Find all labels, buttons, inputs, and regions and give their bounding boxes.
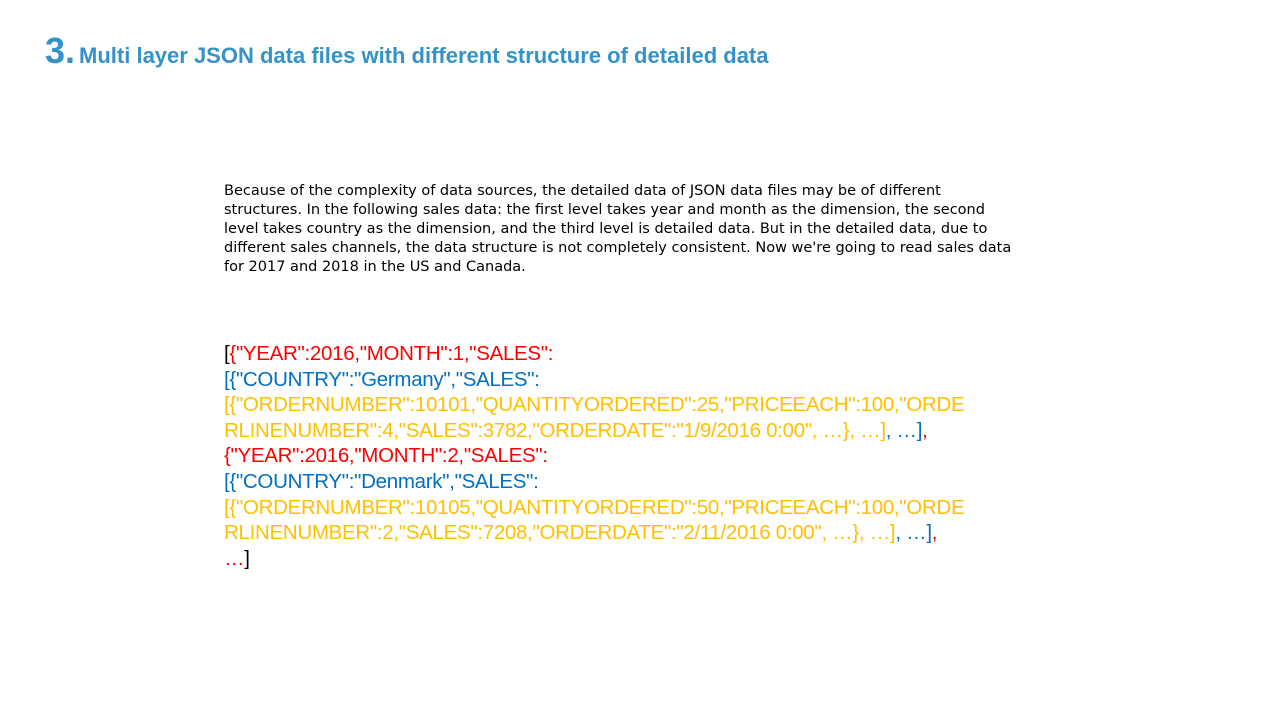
code-segment: [{"ORDERNUMBER":10101,"QUANTITYORDERED":… (224, 393, 965, 417)
code-line: [{"ORDERNUMBER":10105,"QUANTITYORDERED":… (224, 495, 965, 521)
code-segment: , …] (885, 418, 923, 442)
code-segment: [{"ORDERNUMBER":10105,"QUANTITYORDERED":… (224, 495, 965, 519)
code-segment: … (224, 546, 245, 570)
json-code-sample: [{"YEAR":2016,"MONTH":1,"SALES": [{"COUNT… (224, 341, 965, 572)
code-line: RLINENUMBER":4,"SALES":3782,"ORDERDATE":… (224, 418, 964, 444)
code-line: [{"ORDERNUMBER":10101,"QUANTITYORDERED":… (224, 392, 965, 418)
code-segment: {"YEAR":2016,"MONTH":2,"SALES": (224, 444, 548, 468)
code-segment: , (922, 418, 928, 442)
title-text: Multi layer JSON data files with differe… (79, 43, 769, 68)
code-segment: RLINENUMBER":4,"SALES":3782,"ORDERDATE":… (224, 418, 886, 442)
description-paragraph: Because of the complexity of data source… (224, 183, 1012, 275)
code-segment: , …] (895, 521, 932, 545)
code-line: RLINENUMBER":2,"SALES":7208,"ORDERDATE":… (224, 520, 964, 546)
code-segment: RLINENUMBER":2,"SALES":7208,"ORDERDATE":… (224, 521, 896, 545)
code-segment: [{"COUNTRY":"Germany","SALES": (224, 367, 540, 391)
code-line: …] (224, 546, 964, 572)
code-segment: ] (244, 546, 250, 570)
code-segment: [{"COUNTRY":"Denmark","SALES": (224, 469, 539, 493)
code-segment: {"YEAR":2016,"MONTH":1,"SALES": (229, 342, 554, 365)
slide-title: 3. Multi layer JSON data files with diffe… (45, 30, 769, 72)
code-line: {"YEAR":2016,"MONTH":2,"SALES": (224, 443, 964, 469)
code-segment: [ (224, 342, 230, 365)
code-segment: , (931, 521, 938, 545)
code-line: [{"COUNTRY":"Germany","SALES": (224, 367, 964, 393)
section-number: 3. (45, 30, 76, 71)
code-line: [{"YEAR":2016,"MONTH":1,"SALES": (224, 341, 964, 367)
code-line: [{"COUNTRY":"Denmark","SALES": (224, 469, 964, 495)
